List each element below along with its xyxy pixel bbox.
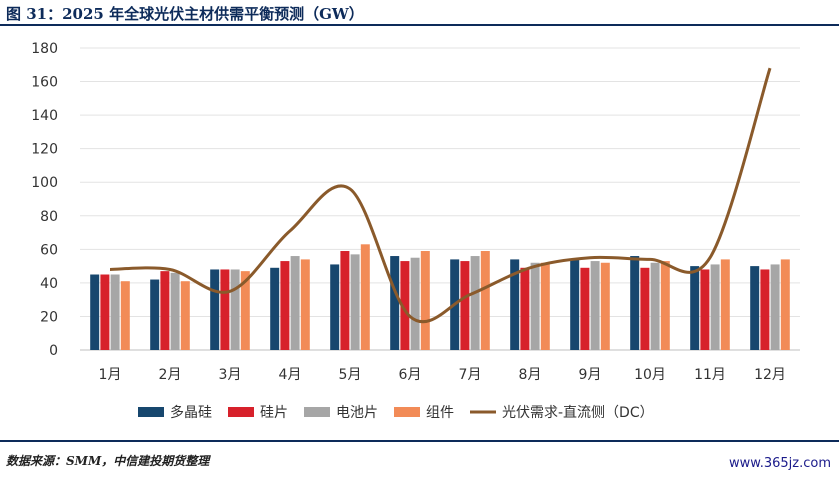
bar-多晶硅 [570,259,580,350]
bar-组件 [600,262,610,350]
y-tick-label: 120 [31,142,58,158]
bar-组件 [120,281,130,350]
bar-电池片 [530,262,540,350]
legend-item: 组件 [394,405,454,421]
legend-item: 多晶硅 [138,404,212,421]
y-tick-label: 160 [31,75,58,91]
line-光伏需求-直流侧（DC） [109,67,772,324]
bar-硅片 [100,274,110,350]
y-tick-label: 40 [40,276,58,292]
bar-电池片 [170,272,180,350]
bar-组件 [540,262,550,350]
x-tick-label: 2月 [159,367,182,383]
bar-组件 [180,281,190,350]
bar-电池片 [110,274,120,350]
bar-组件 [300,259,310,350]
bar-硅片 [460,261,470,350]
chart: 0 20 40 60 80 100 120 140 160 180 1月 2月 3月 4月 5月 6月 7月 8月… [31,41,800,421]
legend-item: 硅片 [228,405,288,421]
y-tick-label: 140 [31,108,58,124]
bar-多晶硅 [690,266,700,350]
footer-divider [0,440,839,442]
bar-多晶硅 [750,266,760,350]
bar-硅片 [700,269,710,350]
title-bar: 图 31：2025 年全球光伏主材供需平衡预测（GW） [0,0,839,26]
legend-swatch [394,407,420,417]
legend-label: 多晶硅 [170,404,212,421]
x-tick-label: 10月 [634,367,666,383]
bar-硅片 [400,261,410,350]
bar-硅片 [220,269,230,350]
bar-电池片 [710,264,720,350]
bar-多晶硅 [150,279,160,350]
bar-多晶硅 [510,259,520,350]
x-tick-label: 8月 [519,367,542,383]
legend-label: 光伏需求-直流侧（DC） [502,404,654,421]
bar-组件 [360,244,370,350]
x-tick-label: 6月 [399,367,422,383]
bar-电池片 [230,269,240,350]
bar-硅片 [280,261,290,350]
x-tick-label: 1月 [99,367,122,383]
bar-组件 [780,259,790,350]
legend-label: 硅片 [260,405,288,421]
bar-组件 [720,259,730,350]
chart-title: 图 31：2025 年全球光伏主材供需平衡预测（GW） [6,5,364,23]
bar-硅片 [340,251,350,350]
y-tick-label: 60 [40,242,58,258]
bar-电池片 [350,254,360,350]
bar-多晶硅 [270,267,280,350]
y-tick-label: 20 [40,309,58,325]
x-tick-label: 12月 [754,367,786,383]
bar-电池片 [650,262,660,350]
legend-label: 电池片 [336,405,378,421]
bar-多晶硅 [630,256,640,350]
y-tick-label: 100 [31,175,58,191]
x-tick-label: 5月 [339,367,362,383]
bar-多晶硅 [330,264,340,350]
bar-电池片 [410,257,420,350]
bar-多晶硅 [390,256,400,350]
bar-组件 [480,251,490,350]
bar-组件 [240,271,250,350]
title-divider [0,24,839,26]
bar-电池片 [290,256,300,350]
bar-硅片 [580,267,590,350]
legend-swatch [138,407,164,417]
y-tick-label: 80 [40,209,58,225]
x-tick-label: 3月 [219,367,242,383]
bar-电池片 [470,256,480,350]
y-tick-label: 0 [49,343,58,359]
bar-多晶硅 [90,274,100,350]
legend-item: 电池片 [304,405,378,421]
y-tick-label: 180 [31,41,58,57]
x-tick-label: 7月 [459,367,482,383]
bar-硅片 [760,269,770,350]
bar-多晶硅 [210,269,220,350]
bar-硅片 [160,271,170,350]
bar-硅片 [640,267,650,350]
bar-组件 [420,251,430,350]
legend-item: 光伏需求-直流侧（DC） [470,404,654,421]
legend-swatch [228,407,254,417]
bar-硅片 [520,267,530,350]
x-tick-label: 4月 [279,367,302,383]
x-tick-label: 11月 [694,367,726,383]
source-note: 数据来源：SMM，中信建投期货整理 [6,454,210,468]
x-tick-label: 9月 [579,367,602,383]
bar-电池片 [770,264,780,350]
watermark: www.365jz.com [729,456,831,471]
bar-组件 [660,261,670,350]
legend-label: 组件 [426,405,454,421]
legend-swatch [304,407,330,417]
bar-电池片 [590,261,600,350]
